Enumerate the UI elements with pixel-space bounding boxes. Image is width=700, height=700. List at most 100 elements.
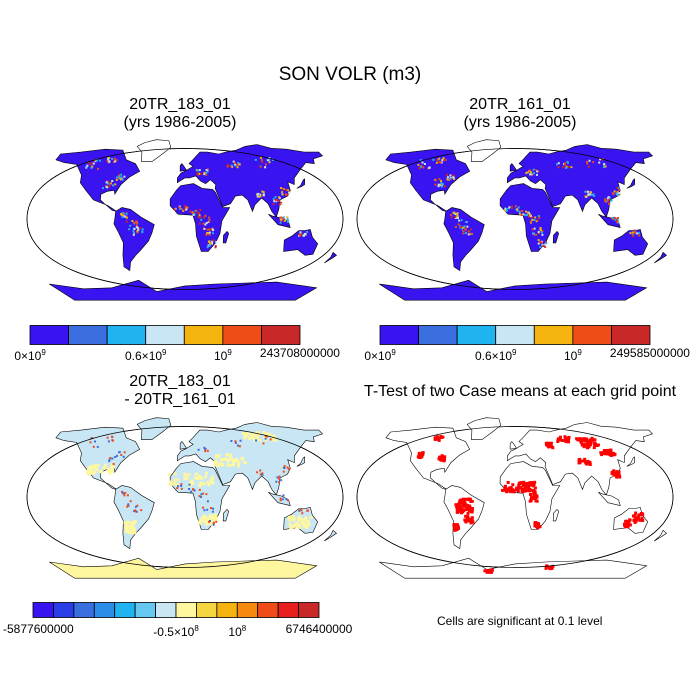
runoff-cell — [454, 226, 457, 228]
significant-cell — [517, 486, 521, 490]
difference-cell — [303, 525, 307, 529]
runoff-cell — [529, 169, 531, 172]
difference-cell — [226, 460, 230, 464]
significant-cell — [533, 486, 537, 490]
runoff-cell — [618, 192, 621, 195]
difference-cell — [125, 527, 129, 531]
significant-cell — [563, 435, 567, 439]
significant-cell — [523, 482, 527, 486]
runoff-cell — [636, 232, 639, 235]
difference-cell — [206, 481, 210, 484]
runoff-cell — [466, 225, 469, 228]
significant-cell — [460, 501, 464, 505]
difference-cell — [215, 520, 218, 523]
significant-cell — [583, 437, 586, 441]
significant-cell — [529, 492, 532, 496]
panel-2-title-line-2: (yrs 1986-2005) — [463, 114, 577, 131]
difference-cell — [269, 438, 272, 441]
significant-cell — [511, 483, 515, 487]
panel-4-title: T-Test of two Case means at each grid po… — [350, 383, 690, 401]
runoff-cell — [121, 178, 124, 181]
colorbar-label: 109 — [564, 346, 582, 363]
runoff-cell — [604, 199, 606, 202]
significant-cell — [566, 437, 570, 441]
significant-cell — [485, 570, 489, 574]
runoff-cell — [567, 166, 570, 169]
runoff-cell — [539, 241, 542, 244]
runoff-cell — [283, 218, 286, 221]
difference-cell — [292, 517, 296, 521]
significant-cell — [628, 523, 632, 527]
runoff-cell — [446, 174, 449, 176]
difference-cell — [108, 471, 112, 475]
colorbar-box — [277, 602, 299, 618]
runoff-cell — [204, 214, 207, 217]
difference-cell — [301, 512, 304, 515]
runoff-cell — [460, 226, 462, 229]
difference-cell — [261, 472, 264, 475]
significant-cell — [441, 457, 445, 461]
colorbar-label-base: -0.5×10 — [153, 625, 195, 639]
runoff-cell — [462, 226, 465, 229]
significant-cell — [544, 566, 548, 570]
runoff-cell — [261, 160, 264, 163]
difference-cell — [272, 434, 276, 438]
runoff-cell — [593, 194, 596, 197]
continent-africa — [499, 183, 561, 252]
difference-cell — [198, 520, 202, 524]
difference-cell — [180, 484, 183, 487]
difference-cell — [247, 437, 251, 441]
runoff-cell — [120, 213, 123, 216]
runoff-cell — [517, 206, 520, 209]
difference-cell — [173, 472, 177, 476]
runoff-cell — [516, 208, 519, 211]
runoff-cell — [535, 169, 537, 171]
significant-cell — [487, 569, 491, 573]
runoff-cell — [286, 189, 289, 192]
runoff-cell — [102, 187, 104, 190]
runoff-cell — [206, 232, 209, 235]
runoff-cell — [586, 162, 589, 165]
runoff-cell — [203, 228, 206, 230]
significant-cell — [530, 481, 534, 485]
runoff-cell — [618, 189, 621, 192]
difference-cell — [205, 518, 209, 522]
runoff-cell — [531, 228, 534, 231]
difference-cell — [123, 521, 127, 525]
colorbar-label-base: 10 — [228, 625, 242, 639]
significant-cell — [551, 564, 555, 568]
difference-cell — [300, 509, 303, 512]
significant-cell — [592, 446, 596, 450]
difference-cell — [89, 471, 92, 475]
runoff-cell — [616, 191, 619, 194]
runoff-cell — [460, 219, 463, 222]
difference-cell — [94, 440, 96, 443]
significant-cell — [468, 519, 472, 523]
runoff-cell — [211, 240, 214, 243]
runoff-cell — [115, 178, 118, 181]
runoff-cell — [440, 180, 443, 183]
runoff-cell — [464, 225, 467, 228]
difference-cell — [298, 515, 302, 519]
difference-cell — [305, 525, 309, 529]
difference-cell — [234, 440, 237, 443]
panel-3-title: 20TR_183_01 - 20TR_161_01 — [40, 373, 320, 409]
significant-cell — [578, 438, 582, 442]
runoff-cell — [207, 244, 210, 247]
difference-cell — [108, 458, 111, 461]
runoff-cell — [234, 163, 236, 166]
runoff-cell — [524, 214, 527, 217]
runoff-cell — [586, 190, 589, 193]
difference-cell — [255, 436, 259, 440]
difference-cell — [206, 508, 209, 511]
runoff-cell — [557, 166, 560, 169]
significant-cell — [533, 495, 537, 499]
difference-cell — [253, 438, 256, 442]
difference-cell — [203, 514, 207, 518]
continent-north-america — [55, 148, 141, 212]
runoff-cell — [91, 165, 94, 168]
runoff-cell — [280, 187, 283, 189]
significant-cell — [454, 527, 458, 531]
map-panel-3 — [26, 417, 344, 579]
runoff-cell — [208, 233, 211, 236]
